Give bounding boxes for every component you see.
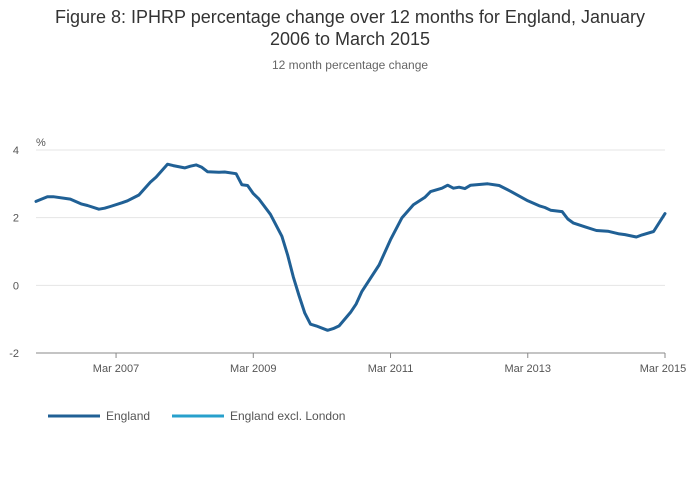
x-tick-label: Mar 2007 — [93, 363, 139, 375]
y-tick-label: 0 — [13, 280, 19, 292]
chart-subtitle: 12 month percentage change — [271, 58, 429, 72]
series-line-0 — [34, 162, 667, 332]
x-tick-label: Mar 2015 — [640, 363, 686, 375]
chart-title-line-1: Figure 8: IPHRP percentage change over 1… — [54, 7, 646, 27]
x-tick-label: Mar 2011 — [368, 363, 414, 375]
x-tick-label: Mar 2009 — [230, 363, 276, 375]
axes: -2 0 2 4 Mar 2007 Mar 2009 Mar 2011 Mar 2013 Mar… — [9, 145, 686, 375]
legend-label-0: England — [106, 409, 150, 423]
y-tick-label: 4 — [13, 145, 19, 157]
y-tick-label: -2 — [9, 348, 19, 360]
series-lines — [34, 162, 667, 332]
chart-title-line-2: 2006 to March 2015 — [269, 29, 431, 49]
gridlines — [36, 149, 665, 354]
y-tick-label: 2 — [13, 213, 19, 225]
legend-label-1: England excl. London — [230, 409, 345, 423]
chart-title: Figure 8: IPHRP percentage change over 1… — [0, 6, 700, 50]
x-tick-label: Mar 2013 — [505, 363, 551, 375]
legend: England England excl. London — [48, 409, 345, 423]
y-axis-unit-label: % — [36, 137, 46, 149]
